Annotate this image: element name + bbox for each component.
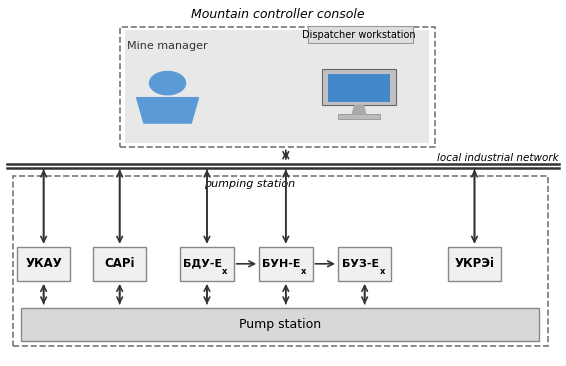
Text: БУЗ-Е: БУЗ-Е xyxy=(342,259,379,269)
FancyBboxPatch shape xyxy=(323,68,396,105)
Polygon shape xyxy=(136,98,199,123)
Text: х: х xyxy=(301,266,307,276)
Text: УКРЭi: УКРЭi xyxy=(454,257,495,270)
Circle shape xyxy=(149,71,186,95)
FancyBboxPatch shape xyxy=(180,247,234,281)
Text: local industrial network: local industrial network xyxy=(438,153,559,163)
FancyBboxPatch shape xyxy=(338,247,392,281)
FancyBboxPatch shape xyxy=(448,247,501,281)
Polygon shape xyxy=(352,106,366,114)
Text: Pump station: Pump station xyxy=(239,318,321,331)
FancyBboxPatch shape xyxy=(21,308,539,341)
FancyBboxPatch shape xyxy=(125,30,430,143)
Text: pumping station: pumping station xyxy=(204,179,295,189)
FancyBboxPatch shape xyxy=(328,74,390,102)
Text: Mine manager: Mine manager xyxy=(127,41,208,51)
FancyBboxPatch shape xyxy=(308,26,413,43)
Text: УКАУ: УКАУ xyxy=(25,257,62,270)
FancyBboxPatch shape xyxy=(259,247,312,281)
Text: х: х xyxy=(380,266,385,276)
Text: БУН-Е: БУН-Е xyxy=(262,259,301,269)
FancyBboxPatch shape xyxy=(93,247,147,281)
Text: Dispatcher workstation: Dispatcher workstation xyxy=(302,30,416,40)
Text: БДУ-Е: БДУ-Е xyxy=(183,259,222,269)
FancyBboxPatch shape xyxy=(338,113,380,119)
Text: Mountain controller console: Mountain controller console xyxy=(191,8,364,21)
Text: х: х xyxy=(222,266,228,276)
Text: САРi: САРi xyxy=(104,257,135,270)
FancyBboxPatch shape xyxy=(17,247,70,281)
